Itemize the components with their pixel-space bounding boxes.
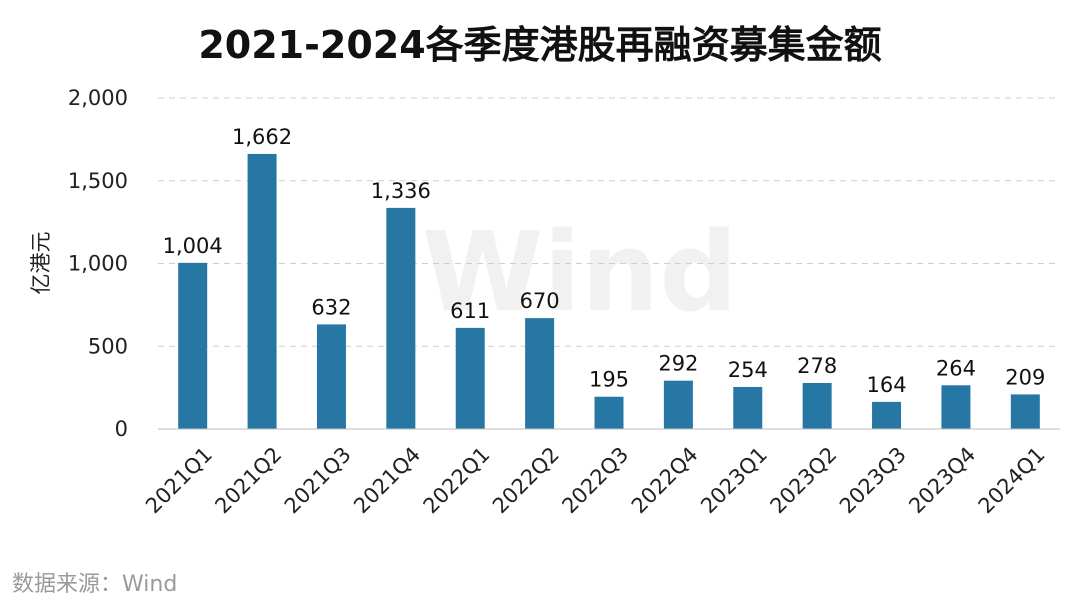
y-tick-label: 2,000 (68, 86, 128, 110)
x-tick-label: 2022Q4 (627, 442, 703, 518)
data-label: 632 (311, 295, 351, 319)
data-label: 278 (797, 354, 837, 378)
data-labels: 1,004 1,662 632 1,336 611 670 195 292 254 278 164 2… (163, 125, 1046, 397)
x-tick-label: 2021Q1 (141, 442, 217, 518)
source-note: 数据来源：Wind (12, 572, 178, 597)
chart-title: 2021-2024各季度港股再融资募集金额 (198, 23, 882, 67)
y-axis-label: 亿港元 (29, 232, 53, 295)
bar-2023Q3 (872, 401, 902, 429)
bar-2022Q2 (525, 318, 555, 429)
bar-2021Q1 (178, 262, 208, 429)
bar-2021Q3 (316, 324, 346, 429)
x-axis-ticks: 2021Q12021Q22021Q32021Q42022Q12022Q22022… (141, 442, 1050, 518)
gridlines (158, 97, 1060, 347)
y-tick-label: 500 (88, 334, 128, 358)
data-label: 292 (658, 352, 698, 376)
data-label: 670 (520, 289, 560, 313)
data-label: 1,336 (371, 179, 431, 203)
bar-2022Q4 (663, 380, 693, 429)
y-tick-label: 0 (115, 417, 128, 441)
x-tick-label: 2022Q1 (419, 442, 495, 518)
watermark: Wind (422, 208, 738, 336)
data-label: 254 (728, 358, 768, 382)
bar-2022Q1 (455, 327, 485, 429)
data-label: 164 (866, 373, 906, 397)
bar-2023Q4 (941, 385, 971, 429)
data-label: 209 (1005, 365, 1045, 389)
x-tick-label: 2023Q3 (835, 442, 911, 518)
data-label: 264 (936, 356, 976, 380)
data-label: 1,662 (232, 125, 292, 149)
bar-2024Q1 (1010, 394, 1040, 429)
bar-2023Q1 (733, 386, 763, 429)
y-tick-label: 1,000 (68, 252, 128, 276)
x-tick-label: 2022Q3 (557, 442, 633, 518)
x-tick-label: 2021Q2 (210, 442, 286, 518)
x-tick-label: 2022Q2 (488, 442, 564, 518)
x-tick-label: 2021Q3 (280, 442, 356, 518)
bar-chart: Wind 0 500 1,000 1,500 2,000 亿港元 1,004 1,662 6… (29, 86, 1060, 518)
bars (178, 153, 1040, 429)
x-tick-label: 2021Q4 (349, 442, 425, 518)
y-tick-label: 1,500 (68, 169, 128, 193)
data-label: 611 (450, 299, 490, 323)
x-tick-label: 2023Q1 (696, 442, 772, 518)
x-tick-label: 2023Q2 (766, 442, 842, 518)
x-tick-label: 2024Q1 (974, 442, 1050, 518)
bar-2021Q2 (247, 153, 277, 429)
bar-2022Q3 (594, 396, 624, 429)
data-label: 195 (589, 368, 629, 392)
data-label: 1,004 (163, 234, 223, 258)
bar-2021Q4 (386, 207, 416, 429)
bar-2023Q2 (802, 382, 832, 429)
y-axis-ticks: 0 500 1,000 1,500 2,000 (68, 86, 128, 441)
x-tick-label: 2023Q4 (904, 442, 980, 518)
